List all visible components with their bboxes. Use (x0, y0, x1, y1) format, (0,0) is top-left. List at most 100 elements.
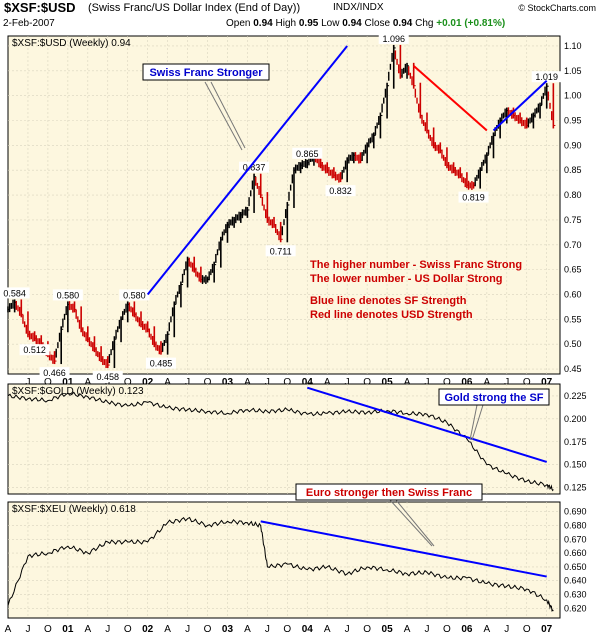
change-label: Chg (415, 18, 434, 29)
x-tick-label: A (324, 377, 331, 388)
x-tick-label: O (204, 377, 212, 388)
callout-pointer (210, 81, 246, 149)
panel-legend: $XSF:$XEU (Weekly) 0.618 (12, 504, 136, 515)
trough-label-bg (145, 357, 176, 369)
x-tick-label: O (124, 624, 132, 635)
y-tick-label: 0.45 (564, 364, 582, 374)
exchange-label: INDX/INDX (333, 2, 384, 13)
x-tick-label: 03 (222, 624, 234, 635)
x-tick-label: O (363, 377, 371, 388)
y-tick-label: 0.225 (564, 391, 587, 401)
callout-box (295, 483, 483, 501)
x-tick-label: O (523, 624, 531, 635)
peak-label: 0.580 (57, 290, 80, 300)
x-tick-label: 07 (541, 377, 553, 388)
callout-text: Swiss Franc Stronger (149, 67, 263, 79)
peak-label-bg (119, 289, 150, 301)
x-tick-label: J (504, 377, 509, 388)
x-tick-label: O (523, 377, 531, 388)
x-tick-label: A (164, 377, 171, 388)
x-tick-label: 01 (62, 624, 74, 635)
annotation-note: The lower number - US Dollar Strong (310, 273, 503, 285)
peak-label-bg (531, 71, 562, 83)
x-tick-label: A (164, 624, 171, 635)
x-tick-label: O (204, 624, 212, 635)
y-tick-label: 1.05 (564, 66, 582, 76)
x-tick-label: A (324, 624, 331, 635)
trough-label-bg (325, 185, 356, 197)
high-value: 0.95 (298, 18, 319, 29)
peak-label-bg (52, 289, 83, 301)
peak-label-bg (378, 32, 409, 44)
x-tick-label: A (404, 377, 411, 388)
peak-label-bg (292, 147, 323, 159)
x-tick-label: 01 (62, 377, 74, 388)
y-tick-label: 0.80 (564, 190, 582, 200)
callout-box (142, 63, 270, 81)
panel-legend: $XSF:$USD (Weekly) 0.94 (12, 38, 131, 49)
x-tick-label: O (363, 624, 371, 635)
x-tick-label: 07 (541, 624, 553, 635)
panel-3 (7, 501, 561, 619)
peak-label: 0.837 (243, 163, 266, 173)
peak-label: 1.096 (382, 34, 405, 44)
annotation-note: Blue line denotes SF Strength (310, 295, 467, 307)
close-label: Close (364, 18, 391, 29)
x-tick-label: J (345, 624, 350, 635)
x-tick-label: A (244, 377, 251, 388)
callout-text: Euro stronger then Swiss Franc (306, 487, 472, 499)
peak-label: 0.865 (296, 149, 319, 159)
y-tick-label: 0.650 (564, 562, 587, 572)
x-tick-label: 06 (461, 624, 473, 635)
y-tick-label: 0.125 (564, 483, 587, 493)
y-tick-label: 0.50 (564, 339, 582, 349)
x-tick-label: J (185, 377, 190, 388)
open-value: 0.94 (253, 18, 273, 29)
chart-header: $XSF:$USD (Swiss Franc/US Dollar Index (… (0, 0, 600, 34)
trough-label: 0.485 (150, 359, 173, 369)
x-tick-label: 02 (142, 377, 154, 388)
x-tick-label: O (283, 624, 291, 635)
x-tick-label: 04 (302, 377, 314, 388)
trough-label: 0.466 (43, 368, 66, 378)
trough-label-bg (458, 191, 489, 203)
panel-legend: $XSF:$GOLD (Weekly) 0.123 (12, 386, 144, 397)
x-tick-label: 06 (461, 377, 473, 388)
series-line (7, 391, 554, 492)
x-tick-label: 04 (302, 624, 314, 635)
trough-label: 0.819 (462, 193, 485, 203)
x-tick-label: J (105, 377, 110, 388)
y-tick-label: 0.620 (564, 603, 587, 613)
peak-label: 0.580 (123, 290, 146, 300)
x-tick-label: J (424, 377, 429, 388)
x-tick-label: A (84, 624, 91, 635)
x-tick-label: 03 (222, 377, 234, 388)
x-tick-label: 05 (382, 377, 394, 388)
credit-text: © StockCharts.com (518, 3, 596, 13)
y-tick-label: 0.60 (564, 289, 582, 299)
ohlc-readout: Open 0.94 High 0.95 Low 0.94 Close 0.94 … (226, 18, 505, 29)
low-label: Low (321, 18, 340, 29)
y-tick-label: 0.690 (564, 507, 587, 517)
trough-label-bg (19, 344, 50, 356)
x-tick-label: J (185, 624, 190, 635)
open-label: Open (226, 18, 251, 29)
x-tick-label: J (25, 377, 30, 388)
peak-label-bg (239, 161, 270, 173)
chart-description: (Swiss Franc/US Dollar Index (End of Day… (88, 2, 301, 14)
callout-text: Gold strong the SF (445, 392, 544, 404)
series-line (7, 516, 554, 612)
chart-symbol: $XSF:$USD (4, 0, 76, 15)
x-tick-label: J (25, 624, 30, 635)
trough-label: 0.711 (270, 246, 292, 256)
y-tick-label: 0.55 (564, 314, 582, 324)
y-tick-label: 0.75 (564, 215, 582, 225)
low-value: 0.94 (342, 18, 362, 29)
x-tick-label: A (244, 624, 251, 635)
y-tick-label: 0.660 (564, 548, 587, 558)
trough-label-bg (265, 245, 296, 257)
callout-pointer (204, 81, 243, 151)
trough-label-bg (39, 367, 70, 379)
x-tick-label: A (484, 624, 491, 635)
